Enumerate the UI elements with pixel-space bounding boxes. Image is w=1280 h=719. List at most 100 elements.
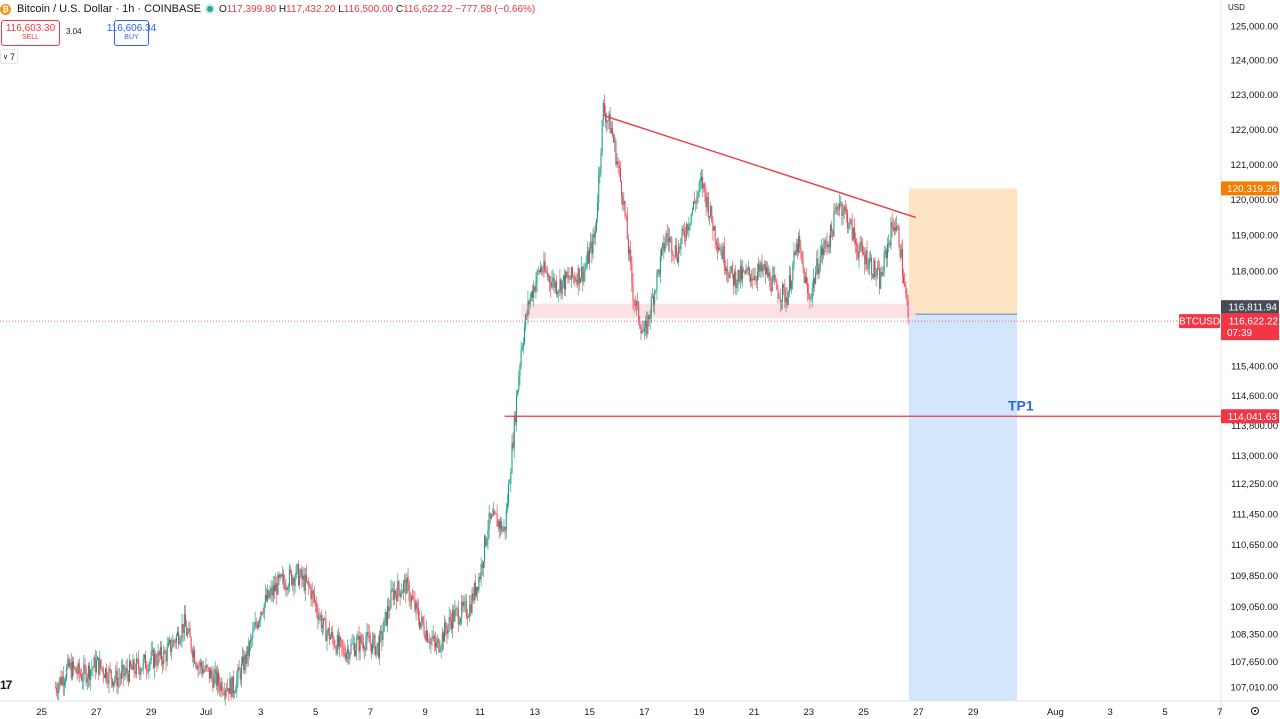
candle-body [591,241,593,254]
indicator-count: 7 [10,51,16,62]
candle-body [308,580,310,586]
candle-body [566,271,568,278]
target-zone[interactable] [908,188,1018,315]
time-axis: 25 27 29 Jul 3 5 7 9 11 13 15 17 19 21 23 25 27 29 Aug 3 5 7 [0,700,1280,718]
candle-body [134,671,136,674]
candle-body [695,202,697,204]
candle-body [216,672,218,687]
target-price-tag-text: 120,319.26 [1227,184,1277,195]
candle-body [304,574,306,591]
candle-body [76,672,78,675]
candle-body [542,271,544,273]
candle-body [907,300,909,318]
current-price-tag[interactable] [1221,313,1279,341]
candle-body [471,593,473,613]
candle-body [849,219,851,227]
candle-body [166,646,168,662]
gear-icon[interactable] [1251,707,1259,715]
candle-body [777,289,779,299]
candle-body [602,103,604,120]
candle-body [276,583,278,595]
candle-body [446,629,448,634]
candle-body [634,303,636,306]
candle-body [658,269,660,275]
candle-body [779,298,781,302]
candle-body [841,202,843,216]
candle-body [293,578,295,586]
sell-button[interactable]: 116,603.30 SELL [1,20,60,46]
candle-body [85,668,87,683]
candle-body [772,275,774,277]
candle-body [438,639,440,652]
candle-body [768,272,770,278]
candle-body [884,250,886,253]
buy-button[interactable]: 116,606.34 BUY [107,20,156,46]
candle-body [227,687,229,691]
candle-body [479,576,481,580]
candle-body [206,665,208,668]
candle-body [90,669,92,681]
candle-body [277,574,279,595]
candle-body [299,575,301,586]
candle-body [678,246,680,263]
candle-body [118,678,120,679]
candle-body [133,659,135,672]
symbol-header[interactable]: ₿ Bitcoin / U.S. Dollar · 1h · COINBASE … [0,0,535,18]
candle-body [700,176,702,181]
currency-label[interactable]: USD [1228,3,1245,12]
candle-body [536,270,538,283]
candle-body [820,247,822,256]
candle-body [750,274,752,281]
indicators-toggle[interactable]: ∨ 7 [0,49,18,64]
tp1-price-tag[interactable] [1221,409,1279,424]
candle-body [421,616,423,623]
candle-body [221,681,223,693]
candle-body [865,250,867,265]
candle-body [412,596,414,599]
candle-body [407,577,409,583]
candle-body [95,660,97,672]
symbol-title[interactable]: Bitcoin / U.S. Dollar · 1h · COINBASE [17,3,201,15]
candle-body [359,635,361,652]
candle-body [452,610,454,629]
candle-body [793,251,795,265]
candle-body [297,564,299,586]
candle-body [616,161,618,165]
candle-body [754,276,756,280]
candle-body [836,206,838,209]
high-value: 117,432.20 [286,3,336,15]
candle-body [638,302,640,321]
candle-body [333,638,335,647]
candle-body [363,642,365,649]
candle-body [716,244,718,250]
candle-body [248,642,250,656]
risk-zone[interactable] [908,314,1018,701]
candle-body [116,670,118,687]
candle-body [640,326,642,334]
target-price-tag[interactable] [1221,181,1279,196]
candle-body [655,290,657,292]
low-value: 116,500.00 [343,3,394,15]
candle-body [807,283,809,294]
candle-body [156,663,158,666]
candle-body [685,236,686,238]
candle-body [250,639,252,643]
time-tick-label: 25 [36,707,47,718]
candle-body [617,161,619,166]
candle-body [857,252,859,259]
candle-body [360,635,362,643]
candle-body [497,520,499,527]
candle-body [592,234,594,254]
resistance-trendline[interactable] [603,114,916,219]
candle-body [868,259,870,268]
entry-price-tag[interactable] [1221,300,1279,315]
candle-body [226,690,228,692]
price-tick-label: 123,000.00 [1230,90,1278,101]
candle-body [181,623,183,639]
support-zone[interactable] [521,303,916,319]
candle-body [605,113,607,123]
candle-body [876,268,878,276]
candle-body [520,349,522,366]
candle-body [569,279,571,280]
